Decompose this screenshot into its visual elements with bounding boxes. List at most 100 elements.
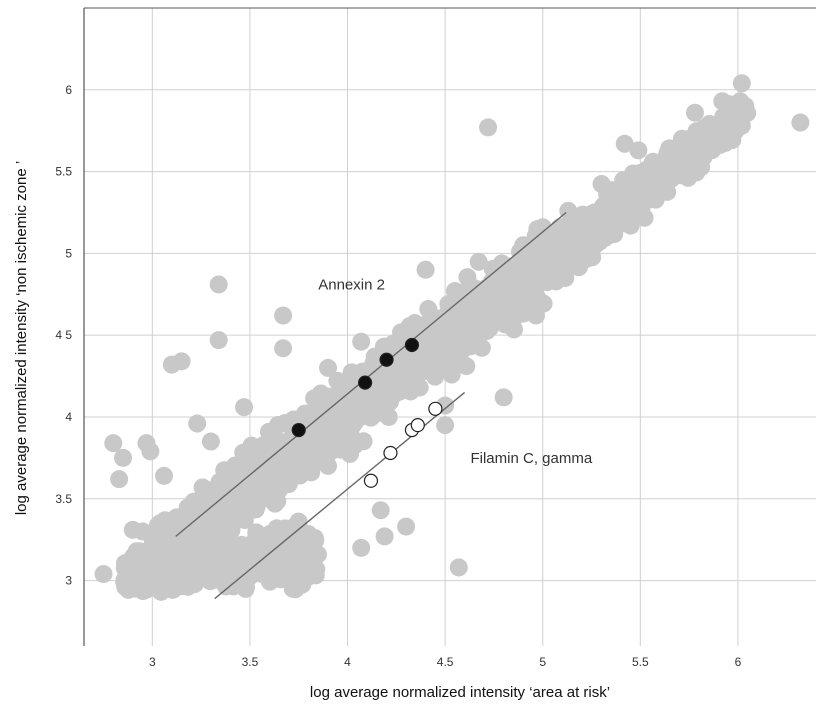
y-tick-label: 4 5 <box>55 328 72 342</box>
background-point <box>352 332 371 351</box>
background-point <box>650 157 669 176</box>
x-tick-label: 3 <box>149 655 156 669</box>
background-point <box>270 480 289 499</box>
background-point <box>397 517 416 536</box>
background-point <box>732 74 751 93</box>
background-point <box>583 248 602 267</box>
background-point <box>306 566 325 585</box>
background-point <box>637 181 656 200</box>
background-point <box>305 389 324 408</box>
background-point <box>159 574 178 593</box>
annexin-point <box>379 352 394 367</box>
background-point <box>599 226 618 245</box>
background-point <box>494 388 513 407</box>
background-point <box>514 236 533 255</box>
filamin-point <box>363 473 379 488</box>
background-point <box>388 333 407 352</box>
background-point <box>284 518 303 537</box>
background-point <box>198 563 217 582</box>
axes: 3 3.5 4 4.5 5 5.5 6 3 3.5 4 4 5 5 5.5 6 <box>55 7 816 669</box>
regression-line-0 <box>175 211 567 537</box>
background-point <box>469 252 488 271</box>
x-tick-label: 3.5 <box>242 655 259 669</box>
background-point <box>549 256 568 275</box>
x-tick-label: 4 <box>344 655 351 669</box>
background-point <box>578 229 597 248</box>
background-point <box>172 352 191 371</box>
background-point <box>242 436 261 455</box>
background-point <box>674 156 693 175</box>
background-point <box>274 306 293 325</box>
background-point <box>614 171 633 190</box>
y-tick-label: 4 <box>65 410 72 424</box>
background-point <box>629 141 648 160</box>
y-tick-label: 3 <box>65 574 72 588</box>
background-point <box>104 434 123 453</box>
background-point <box>527 306 546 325</box>
background-point <box>235 398 254 417</box>
background-point <box>150 514 169 533</box>
background-point <box>410 378 429 397</box>
background-point <box>188 414 207 433</box>
y-axis-title: log average normalized intensity ‘non is… <box>13 161 30 515</box>
background-point <box>371 501 390 520</box>
background-point <box>247 497 266 516</box>
filamin-point <box>383 445 398 461</box>
y-tick-label: 3.5 <box>55 492 72 506</box>
x-tick-label: 5 <box>539 655 546 669</box>
background-point <box>701 129 720 148</box>
background-point <box>485 290 504 309</box>
background-point <box>416 260 435 279</box>
background-point <box>621 216 640 235</box>
background-point <box>559 215 578 234</box>
background-point <box>732 116 751 135</box>
background-point <box>278 463 297 482</box>
background-point <box>615 134 634 153</box>
background-point <box>220 476 239 495</box>
annexin-point <box>291 422 306 438</box>
background-point <box>200 481 219 500</box>
background-point <box>517 252 536 271</box>
background-point <box>596 196 615 215</box>
annexin-point <box>357 375 373 390</box>
background-point <box>157 545 176 564</box>
background-point <box>453 315 472 334</box>
filamin-point <box>428 401 443 416</box>
background-point <box>194 513 213 532</box>
background-point <box>209 331 228 350</box>
background-point <box>791 113 810 132</box>
background-point <box>141 569 160 588</box>
background-point <box>94 565 113 584</box>
background-point <box>435 320 454 339</box>
background-point <box>548 238 567 257</box>
background-point <box>311 440 330 459</box>
background-point <box>436 416 455 435</box>
background-point <box>422 310 441 329</box>
background-point <box>171 527 190 546</box>
background-point <box>482 272 501 291</box>
background-point-cloud <box>94 74 810 601</box>
background-point <box>527 240 546 259</box>
background-point <box>110 470 129 489</box>
background-point <box>260 465 279 484</box>
background-point <box>569 258 588 277</box>
background-point <box>713 92 732 111</box>
background-point <box>635 208 654 227</box>
x-tick-label: 5.5 <box>632 655 649 669</box>
background-point <box>209 275 228 294</box>
background-point <box>602 182 621 201</box>
annexin-point <box>404 337 420 353</box>
background-point <box>293 575 312 594</box>
background-point <box>374 337 393 356</box>
background-point <box>274 339 293 358</box>
background-point <box>389 370 408 389</box>
background-point <box>301 537 320 556</box>
background-point <box>284 556 303 575</box>
y-tick-label: 5 <box>65 246 72 260</box>
background-point <box>370 386 389 405</box>
highlighted-series <box>291 337 443 488</box>
background-point <box>375 527 394 546</box>
background-point <box>185 494 204 513</box>
background-point <box>340 444 359 463</box>
background-point <box>155 466 174 485</box>
